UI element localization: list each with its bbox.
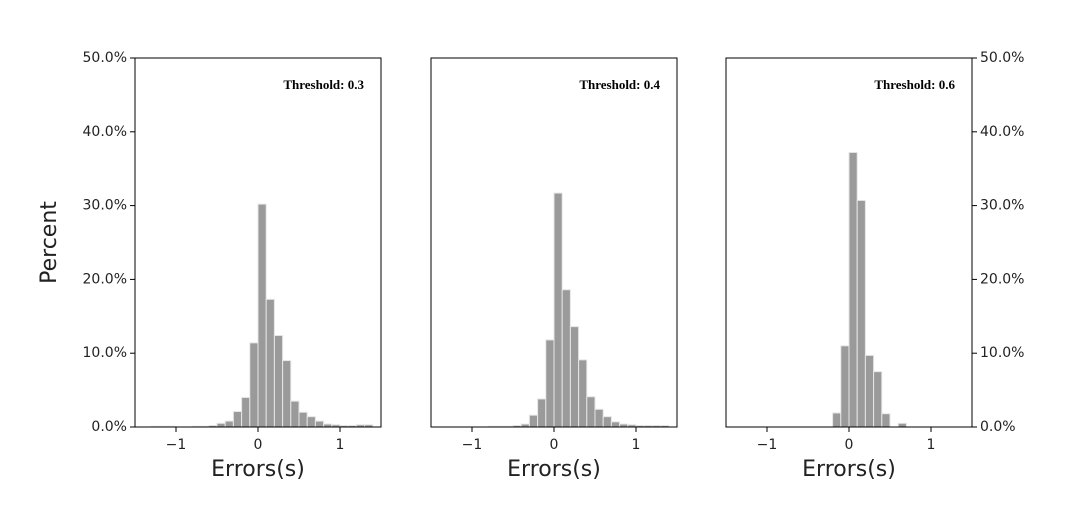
x-tick-label: 0 [254, 437, 263, 453]
y-tick-label: 50.0% [980, 50, 1024, 66]
y-tick-label: 0.0% [980, 419, 1016, 435]
bar [897, 422, 907, 428]
bar [881, 413, 891, 428]
x-tick-label: 1 [336, 437, 345, 453]
bar [232, 411, 243, 428]
x-axis-label: Errors(s) [802, 457, 896, 482]
bar [602, 416, 612, 428]
y-tick-label: 20.0% [83, 271, 127, 287]
bar [545, 339, 555, 428]
bar [873, 371, 883, 428]
bar [290, 400, 300, 428]
bar [586, 396, 596, 428]
bar [553, 192, 563, 428]
y-tick-label: 20.0% [980, 271, 1024, 287]
bar [537, 398, 547, 428]
bar [561, 289, 571, 428]
x-tick-label: −1 [462, 437, 483, 453]
y-tick-label: 40.0% [980, 124, 1024, 140]
annotation: Threshold: 0.6 [874, 77, 955, 92]
y-tick-label: 40.0% [83, 124, 127, 140]
bar [224, 420, 234, 428]
bar [848, 151, 858, 428]
bar [249, 342, 259, 428]
bar [594, 408, 604, 428]
bar [578, 359, 588, 428]
y-tick-label: 30.0% [83, 198, 127, 214]
x-axis-label: Errors(s) [507, 457, 601, 482]
y-tick-label: 30.0% [980, 198, 1024, 214]
bar [528, 414, 539, 428]
x-axis-label: Errors(s) [211, 457, 305, 482]
annotation: Threshold: 0.3 [283, 77, 364, 92]
x-tick-label: 0 [550, 437, 559, 453]
bar [856, 199, 866, 428]
x-tick-label: −1 [166, 437, 187, 453]
bar [840, 345, 850, 428]
bar [864, 354, 875, 428]
bar [832, 412, 842, 428]
bar [216, 422, 226, 428]
bar [298, 411, 308, 428]
bar [282, 360, 292, 428]
bar [241, 396, 251, 428]
y-tick-label: 10.0% [83, 345, 127, 361]
x-tick-label: 1 [927, 437, 936, 453]
x-tick-label: 1 [632, 437, 641, 453]
y-tick-label: 50.0% [83, 50, 127, 66]
bar [257, 203, 267, 428]
x-tick-label: −1 [757, 437, 778, 453]
y-tick-label: 0.0% [91, 419, 127, 435]
y-tick-label: 10.0% [980, 345, 1024, 361]
y-axis-label: Percent [37, 201, 62, 284]
bar [306, 416, 316, 428]
bar [610, 421, 621, 428]
annotation: Threshold: 0.4 [579, 77, 660, 92]
bar [314, 420, 325, 428]
bar [265, 298, 275, 428]
x-tick-label: 0 [845, 437, 854, 453]
bar [273, 334, 284, 428]
bar [569, 326, 580, 428]
